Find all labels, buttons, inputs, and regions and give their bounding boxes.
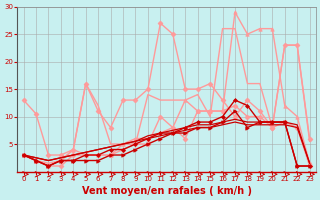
- X-axis label: Vent moyen/en rafales ( km/h ): Vent moyen/en rafales ( km/h ): [82, 186, 252, 196]
